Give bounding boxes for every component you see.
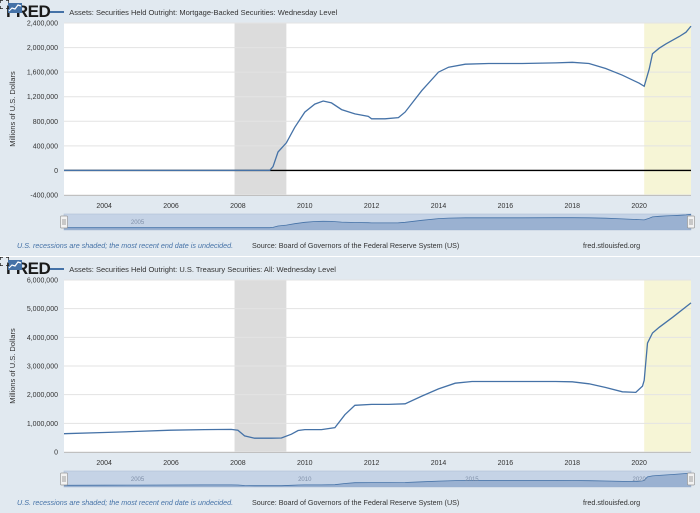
fred-logo-graph-icon	[8, 3, 22, 13]
chart-title: Assets: Securities Held Outright: U.S. T…	[69, 264, 336, 274]
chart-title: Assets: Securities Held Outright: Mortga…	[69, 7, 338, 17]
x-tick-label: 2014	[431, 203, 447, 210]
series-line	[64, 25, 692, 172]
recession-note: U.S. recessions are shaded; the most rec…	[17, 498, 234, 507]
chart-treasury: 0 1,000,000 2,000,000 3,000,000 4,000,000 5,0…	[8, 278, 695, 488]
handle-body	[60, 215, 68, 229]
fullscreen-icon[interactable]	[0, 0, 9, 9]
navigator-area	[64, 214, 691, 230]
y-tick-label: 3,000,000	[27, 364, 58, 371]
chart-mbs: -400,000 0 400,000 800,000 1,200,000 1,600,00…	[8, 21, 695, 231]
chart-panel-treasury: 0 1,000,000 2,000,000 3,000,000 4,000,000 5,0…	[0, 257, 700, 513]
y-tick-label: 2,000,000	[27, 392, 58, 399]
source-text: Source: Board of Governors of the Federa…	[252, 241, 460, 250]
handle-body	[687, 472, 695, 486]
y-tick-label: 1,600,000	[27, 70, 58, 77]
navigator-year-label: 2005	[131, 220, 145, 226]
x-tick-label: 2012	[364, 203, 380, 210]
navigator-handle-left[interactable]	[60, 215, 68, 229]
y-tick-label: 1,200,000	[27, 94, 58, 101]
x-tick-label: 2020	[631, 460, 647, 467]
x-tick-label: 2008	[230, 203, 246, 210]
x-tick-label: 2006	[163, 460, 179, 467]
x-tick-label: 2006	[163, 203, 179, 210]
navigator-area	[64, 473, 691, 487]
y-tick-label: 0	[54, 168, 58, 175]
chart-panel-mbs: -400,000 0 400,000 800,000 1,200,000 1,600,00…	[0, 0, 700, 256]
legend-line-swatch	[50, 11, 65, 13]
y-tick-label: 1,000,000	[27, 421, 58, 428]
chart-header: FRED Assets: Securities Held Outright: U…	[6, 259, 336, 278]
y-tick-label: 6,000,000	[27, 278, 58, 285]
x-tick-label: 2018	[564, 203, 580, 210]
x-tick-label: 2014	[431, 460, 447, 467]
y-tick-label: 5,000,000	[27, 306, 58, 313]
series-line	[63, 302, 692, 439]
navigator-line	[64, 213, 692, 229]
site-link[interactable]: fred.stlouisfed.org	[583, 241, 641, 250]
x-tick-label: 2010	[297, 203, 313, 210]
navigator-year-label: 2015	[465, 477, 479, 483]
navigator-handle-left[interactable]	[60, 472, 68, 486]
navigator-handle-right[interactable]	[687, 472, 695, 486]
source-text: Source: Board of Governors of the Federa…	[252, 498, 460, 507]
recession-shade	[234, 23, 287, 195]
x-tick-label: 2020	[631, 203, 647, 210]
y-tick-label: -400,000	[30, 193, 58, 200]
x-tick-label: 2016	[498, 203, 514, 210]
y-axis-label: Millions of U.S. Dollars	[8, 328, 17, 404]
x-tick-label: 2016	[498, 460, 514, 467]
y-axis-label: Millions of U.S. Dollars	[8, 71, 17, 147]
fullscreen-icon[interactable]	[0, 257, 9, 266]
legend-line-swatch	[50, 268, 65, 270]
x-tick-label: 2012	[364, 460, 380, 467]
navigator-handle-right[interactable]	[687, 215, 695, 229]
recent-period-shade	[644, 23, 691, 195]
y-tick-label: 400,000	[33, 143, 58, 150]
site-link[interactable]: fred.stlouisfed.org	[583, 498, 641, 507]
handle-body	[60, 472, 68, 486]
x-tick-label: 2010	[297, 460, 313, 467]
navigator-line	[63, 472, 692, 487]
y-tick-label: 0	[54, 450, 58, 457]
x-tick-label: 2004	[96, 203, 112, 210]
navigator-year-label: 2020	[632, 477, 646, 483]
recession-note: U.S. recessions are shaded; the most rec…	[17, 241, 234, 250]
y-tick-label: 2,400,000	[27, 21, 58, 28]
chart-header: FRED Assets: Securities Held Outright: M…	[6, 2, 338, 21]
navigator-year-label: 2005	[131, 477, 145, 483]
y-tick-label: 800,000	[33, 119, 58, 126]
handle-body	[687, 215, 695, 229]
y-tick-label: 4,000,000	[27, 335, 58, 342]
x-tick-label: 2004	[96, 460, 112, 467]
x-tick-label: 2008	[230, 460, 246, 467]
plot-area	[64, 23, 691, 195]
navigator-year-label: 2010	[298, 477, 312, 483]
fred-logo-graph-icon	[8, 260, 22, 270]
y-tick-label: 2,000,000	[27, 45, 58, 52]
x-tick-label: 2018	[564, 460, 580, 467]
